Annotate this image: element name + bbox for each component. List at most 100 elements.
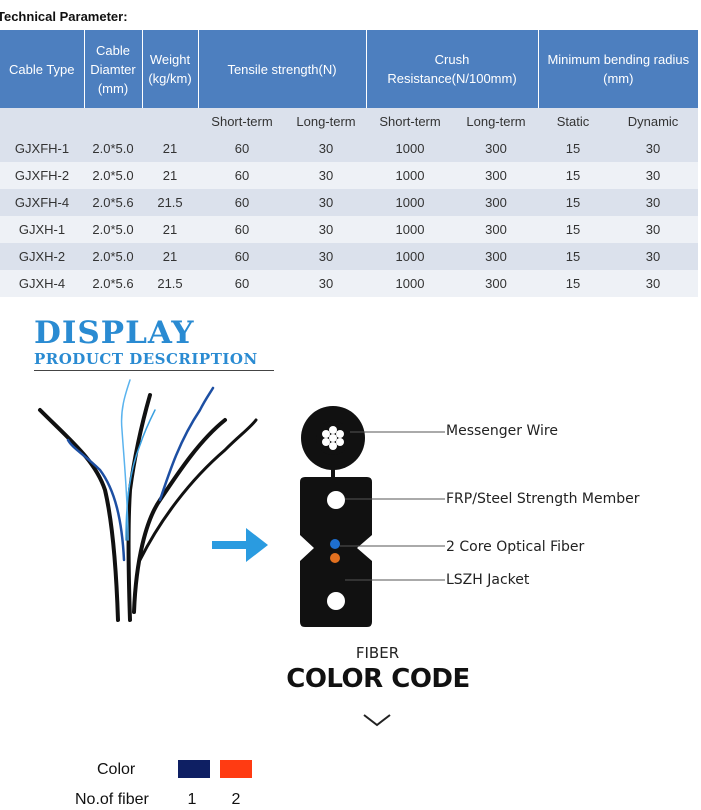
table-cell: GJXH-2: [0, 243, 84, 270]
label-strength-member: FRP/Steel Strength Member: [446, 491, 640, 507]
label-lszh-jacket: LSZH Jacket: [446, 572, 530, 588]
subheader-cell: Static: [538, 108, 609, 135]
table-row: GJXH-1 2.0*5.0 21 60 30 1000 300 15 30: [0, 216, 699, 243]
fiber-number-row-label: No.of fiber: [75, 791, 149, 808]
table-cell: 2.0*5.6: [84, 189, 142, 216]
table-cell: 60: [198, 243, 286, 270]
fiber-2-number: 2: [231, 791, 241, 808]
table-cell: 30: [286, 216, 367, 243]
subheader-cell: [0, 108, 84, 135]
table-cell: 2.0*5.6: [84, 270, 142, 297]
table-cell: 21: [142, 162, 198, 189]
table-cell: GJXH-4: [0, 270, 84, 297]
color-row-label: Color: [97, 761, 136, 778]
arrow-right-icon: [212, 528, 268, 562]
header-tensile-strength: Tensile strength(N): [198, 30, 367, 108]
table-cell: 60: [198, 162, 286, 189]
table-cell: 30: [608, 216, 699, 243]
display-heading: DISPLAY PRODUCT DESCRIPTION: [34, 316, 274, 371]
table-cell: 21.5: [142, 189, 198, 216]
header-cable-diameter: Cable Diamter (mm): [84, 30, 143, 108]
table-cell: 60: [198, 189, 286, 216]
table-cell: GJXFH-4: [0, 189, 84, 216]
color-code-title: COLOR CODE: [286, 664, 470, 694]
cable-cross-section-diagram: [300, 406, 372, 627]
table-cell: 60: [198, 216, 286, 243]
table-cell: 30: [608, 189, 699, 216]
table-cell: 15: [538, 189, 609, 216]
subheader-cell: Dynamic: [608, 108, 699, 135]
display-title: DISPLAY: [34, 315, 195, 351]
table-row: GJXH-4 2.0*5.6 21.5 60 30 1000 300 15 30: [0, 270, 699, 297]
table-cell: 2.0*5.0: [84, 135, 142, 162]
table-cell: 30: [608, 135, 699, 162]
table-cell: 300: [454, 162, 539, 189]
table-cell: 1000: [366, 216, 455, 243]
table-row: GJXFH-2 2.0*5.0 21 60 30 1000 300 15 30: [0, 162, 699, 189]
blue-fiber-dot: [330, 539, 340, 549]
table-cell: 30: [608, 243, 699, 270]
table-cell: 30: [286, 135, 367, 162]
table-cell: GJXFH-1: [0, 135, 84, 162]
table-cell: 2.0*5.0: [84, 216, 142, 243]
table-cell: 30: [286, 189, 367, 216]
subheader-cell: [142, 108, 198, 135]
leader-lines: [340, 431, 445, 581]
table-cell: 30: [608, 162, 699, 189]
table-cell: 1000: [366, 270, 455, 297]
table-cell: 15: [538, 135, 609, 162]
label-optical-fiber: 2 Core Optical Fiber: [446, 539, 585, 555]
table-header-row: Cable Type Cable Diamter (mm) Weight (kg…: [0, 30, 699, 108]
table-cell: 21: [142, 243, 198, 270]
table-cell: 21: [142, 216, 198, 243]
table-row: GJXH-2 2.0*5.0 21 60 30 1000 300 15 30: [0, 243, 699, 270]
table-cell: 1000: [366, 189, 455, 216]
table-cell: GJXH-1: [0, 216, 84, 243]
fiber-label: FIBER: [355, 644, 400, 662]
label-messenger-wire: Messenger Wire: [446, 423, 558, 439]
table-cell: 15: [538, 216, 609, 243]
table-cell: GJXFH-2: [0, 162, 84, 189]
table-cell: 60: [198, 135, 286, 162]
table-cell: 60: [198, 270, 286, 297]
cable-illustration: [38, 379, 445, 627]
table-cell: 30: [286, 243, 367, 270]
fiber-1-number: 1: [187, 791, 197, 808]
table-cell: 21: [142, 135, 198, 162]
table-cell: 300: [454, 135, 539, 162]
display-subtitle: PRODUCT DESCRIPTION: [34, 350, 274, 371]
subheader-cell: Long-term: [286, 108, 367, 135]
orange-fiber-dot: [330, 553, 340, 563]
table-cell: 1000: [366, 243, 455, 270]
fiber-2-color-swatch: [220, 760, 252, 778]
header-cable-type: Cable Type: [0, 30, 85, 108]
table-cell: 15: [538, 243, 609, 270]
table-row: GJXFH-4 2.0*5.6 21.5 60 30 1000 300 15 30: [0, 189, 699, 216]
subheader-cell: Short-term: [366, 108, 455, 135]
subheader-cell: [84, 108, 142, 135]
technical-parameter-table: Cable Type Cable Diamter (mm) Weight (kg…: [0, 30, 699, 297]
subheader-cell: Short-term: [198, 108, 286, 135]
subheader-cell: Long-term: [454, 108, 539, 135]
table-cell: 2.0*5.0: [84, 243, 142, 270]
chevron-down-icon: [363, 714, 391, 727]
table-cell: 1000: [366, 135, 455, 162]
table-row: GJXFH-1 2.0*5.0 21 60 30 1000 300 15 30: [0, 135, 699, 162]
table-cell: 30: [286, 270, 367, 297]
table-cell: 21.5: [142, 270, 198, 297]
table-cell: 300: [454, 189, 539, 216]
cable-photo-image: [38, 379, 258, 622]
header-weight: Weight (kg/km): [142, 30, 199, 108]
section-title: Technical Parameter:: [0, 9, 128, 24]
fiber-1-color-swatch: [178, 760, 210, 778]
header-bending-radius: Minimum bending radius (mm): [538, 30, 699, 108]
table-cell: 300: [454, 243, 539, 270]
table-cell: 300: [454, 216, 539, 243]
header-crush-resistance: Crush Resistance(N/100mm): [366, 30, 539, 108]
table-cell: 15: [538, 270, 609, 297]
table-subheader-row: Short-term Long-term Short-term Long-ter…: [0, 108, 699, 135]
table-cell: 30: [286, 162, 367, 189]
table-cell: 30: [608, 270, 699, 297]
table-cell: 15: [538, 162, 609, 189]
table-cell: 1000: [366, 162, 455, 189]
